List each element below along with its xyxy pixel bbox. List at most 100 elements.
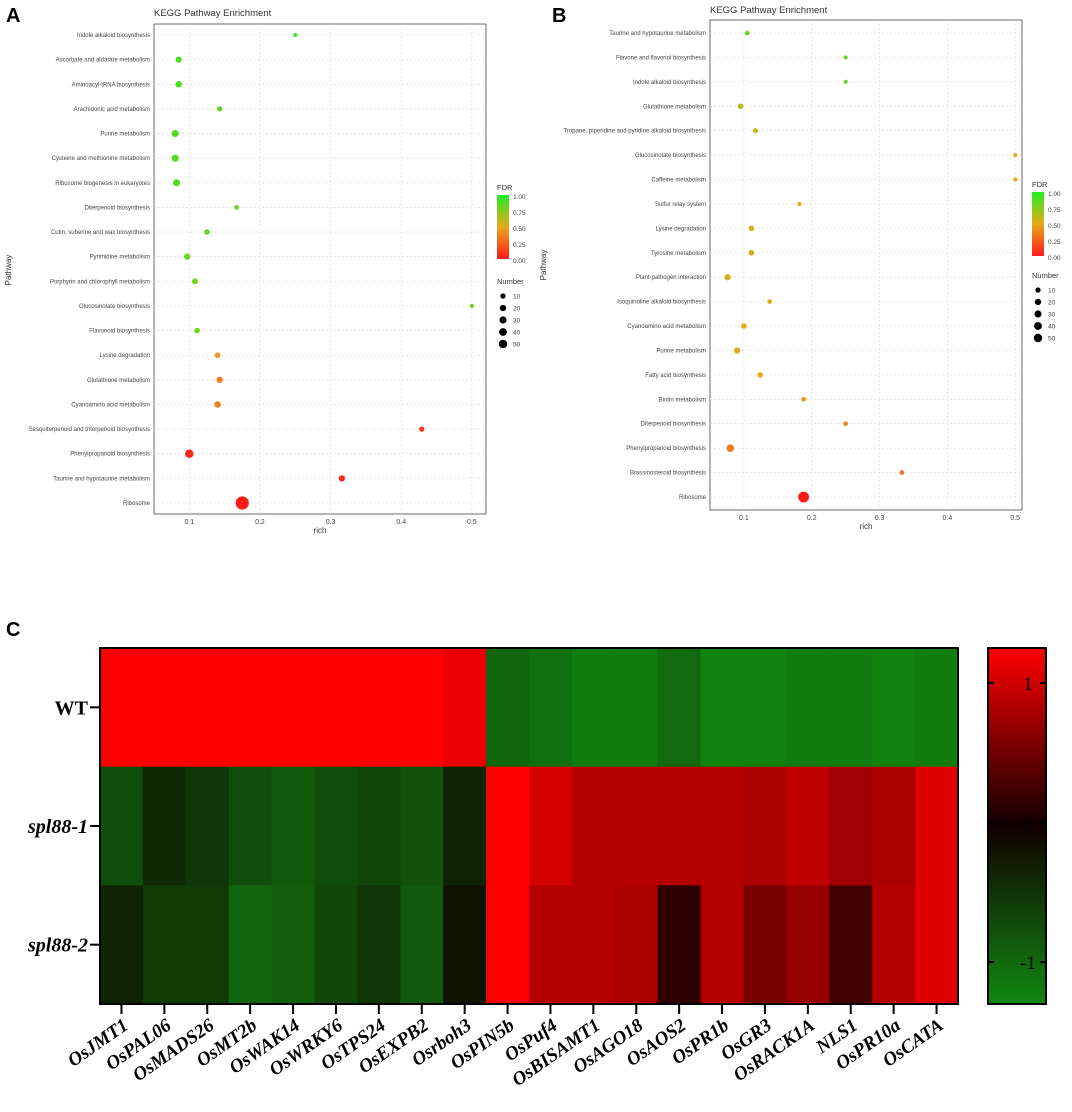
panel-letter-b: B — [552, 5, 566, 27]
legend-a: FDR 1.00 0.75 0.50 0.25 0.00 Number 10 20 30 40… — [497, 183, 526, 349]
fdr-ticks-a: 1.00 0.75 0.50 0.25 0.00 — [513, 194, 526, 265]
pathway-labels-a: Indole alkaloid biosynthesis Ascorbate an… — [29, 33, 151, 507]
heatmap-cell — [657, 885, 702, 1005]
heatmap-cell — [228, 766, 273, 886]
heatmap-cell — [357, 885, 401, 1005]
heatmap-cell — [400, 766, 444, 886]
fdr-tick-label: 0.50 — [513, 226, 526, 233]
pathway-label: Cyanoamino acid metabolism — [627, 324, 706, 330]
fdr-tick-label: 1.00 — [513, 194, 526, 201]
panel-letter-c: C — [6, 619, 20, 641]
pathway-label: Glucosinolate biosynthesis — [79, 304, 150, 310]
heatmap-cell — [872, 885, 916, 1005]
number-legend-dot — [499, 304, 507, 312]
number-legend-title-a: Number — [497, 277, 524, 286]
pathway-label: Indole alkaloid biosynthesis — [633, 80, 706, 86]
heatmap-cell — [314, 648, 358, 768]
pathway-label: Isoquinoline alkaloid biosynthesis — [617, 300, 706, 306]
heatmap-cell — [786, 648, 830, 768]
heatmap-column-labels: OsJMT1OsPAL06OsMADS26OsMT2bOsWAK14OsWRKY… — [64, 1004, 947, 1091]
fdr-tick-label: 1.00 — [1048, 191, 1061, 198]
x-tick-label: 0.2 — [255, 519, 265, 526]
heatmap-cell — [700, 648, 745, 768]
heatmap-cell — [100, 648, 144, 768]
pathway-point — [748, 225, 755, 232]
heatmap-cell — [185, 766, 230, 886]
pathway-point — [757, 372, 763, 378]
heatmap-cell — [743, 648, 787, 768]
number-legend-label: 40 — [513, 330, 521, 337]
colorbar-tick-label: -1 — [1020, 953, 1036, 974]
pathway-point — [1013, 153, 1018, 158]
x-tick-label: 0.5 — [467, 519, 477, 526]
pathway-label: Glutathione metabolism — [643, 104, 706, 110]
number-legend-dot — [498, 339, 508, 349]
fdr-tick-label: 0.25 — [1048, 239, 1061, 246]
heatmap-cell — [486, 648, 530, 768]
grid-b — [710, 20, 1022, 510]
number-legend-dot — [500, 293, 506, 299]
heatmap-cell — [529, 766, 573, 886]
panel-letter-a: A — [6, 5, 20, 27]
heatmap-cell — [486, 885, 530, 1005]
heatmap-cell — [700, 885, 745, 1005]
x-axis-title-b: rich — [860, 522, 873, 531]
heatmap-cell — [357, 648, 401, 768]
pathway-point — [175, 80, 183, 88]
fdr-legend-title-a: FDR — [497, 183, 513, 192]
points-a — [171, 32, 474, 510]
fdr-legend-title-b: FDR — [1032, 180, 1048, 189]
heatmap-cell — [486, 766, 530, 886]
heatmap-cell — [529, 885, 573, 1005]
heatmap-cell — [228, 648, 273, 768]
fdr-tick-label: 0.50 — [1048, 223, 1061, 230]
number-legend-dot — [499, 328, 507, 336]
x-tick-label: 0.4 — [943, 515, 953, 522]
pathway-label: Ascorbate and aldarate metabolism — [56, 58, 150, 64]
pathway-point — [798, 491, 810, 503]
number-legend-title-b: Number — [1032, 271, 1059, 280]
pathway-label: Cutin, suberine and wax biosynthesis — [51, 230, 150, 236]
fdr-colorbar-b — [1032, 192, 1044, 256]
heatmap-cell — [786, 766, 830, 886]
number-legend-label: 50 — [1048, 336, 1056, 343]
heatmap-cell — [443, 885, 487, 1005]
heatmap-cell — [786, 885, 830, 1005]
pathway-point — [741, 323, 747, 329]
number-legend-a: 10 20 30 40 50 — [498, 293, 521, 349]
colorbar-tick-label: 0 — [1023, 814, 1033, 835]
pathway-point — [234, 205, 240, 210]
x-tick-label: 0.1 — [184, 519, 194, 526]
number-legend-label: 30 — [513, 318, 521, 325]
heatmap-colorbar-ticks: 1 0 -1 — [988, 674, 1046, 974]
number-legend-dot — [1033, 333, 1043, 343]
pathway-label: Flavone and flavonol biosynthesis — [616, 55, 706, 61]
pathway-label: Phenylpropanoid biosynthesis — [626, 446, 706, 452]
pathway-label: Brassinosteroid biosynthesis — [630, 471, 706, 477]
number-legend-dot — [1034, 322, 1042, 330]
pathway-label: Glucosinolate biosynthesis — [635, 153, 706, 159]
pathway-point — [733, 347, 741, 354]
pathway-label: Sulfur relay system — [655, 202, 706, 208]
x-tick-label: 0.2 — [807, 515, 817, 522]
pathway-point — [744, 30, 750, 36]
pathway-label: Cysteine and methionine metabolism — [52, 156, 150, 162]
pathway-point — [724, 274, 731, 281]
pathway-point — [216, 376, 223, 383]
pathway-label: Diterpenoid biosynthesis — [641, 422, 706, 428]
pathway-label: Taurine and hypotaurine metabolism — [609, 31, 706, 37]
pathway-labels-b: Taurine and hypotaurine metabolism Flavon… — [563, 31, 706, 501]
pathway-point — [338, 475, 346, 482]
heatmap-cell — [743, 885, 787, 1005]
pathway-point — [217, 106, 223, 112]
pathway-label: Plant-pathogen interaction — [636, 275, 706, 281]
heatmap-cell — [400, 648, 444, 768]
pathway-label: Tyrosine metabolism — [651, 251, 706, 257]
heatmap-cell — [915, 648, 959, 768]
pathway-point — [235, 496, 249, 510]
kegg-chart-a: KEGG Pathway Enrichment Indole alkaloid … — [4, 8, 526, 535]
y-axis-title-a: Pathway — [4, 255, 13, 286]
pathway-label: Ribosome biogenesis in eukaryotes — [55, 181, 150, 187]
heatmap-row-label: spl88-2 — [27, 935, 88, 957]
